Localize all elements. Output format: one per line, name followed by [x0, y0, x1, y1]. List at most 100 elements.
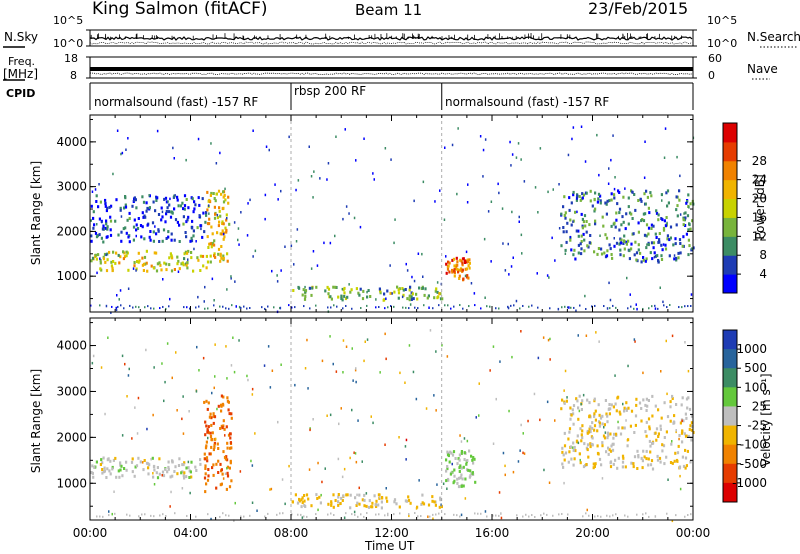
noise-cell: [142, 461, 144, 464]
noise-cell: [146, 427, 148, 431]
ground-cell: [288, 304, 290, 307]
ground-cell: [417, 515, 419, 518]
noise-cell: [490, 260, 492, 263]
data-cell: [577, 417, 580, 421]
colorbar-swatch: [723, 160, 737, 181]
data-cell: [460, 268, 463, 272]
data-cell: [183, 204, 187, 208]
data-cell: [218, 209, 221, 213]
ground-cell: [117, 305, 119, 308]
data-cell: [598, 421, 601, 425]
noise-cell: [230, 275, 232, 278]
data-cell: [156, 262, 159, 266]
noise-cell: [466, 201, 469, 204]
data-cell: [451, 453, 455, 457]
data-cell: [109, 215, 112, 219]
data-cell: [473, 457, 476, 461]
data-cell: [566, 221, 569, 225]
data-cell: [183, 207, 186, 211]
data-cell: [327, 287, 331, 291]
data-cell: [471, 458, 474, 462]
data-cell: [594, 219, 597, 223]
data-cell: [671, 394, 674, 398]
noise-cell: [405, 262, 407, 266]
noise-cell: [421, 252, 423, 256]
colorbar-swatch: [723, 179, 737, 200]
data-cell: [226, 441, 229, 445]
data-cell: [139, 224, 143, 227]
colorbar-tick-label: 12: [752, 229, 767, 243]
data-cell: [687, 193, 690, 197]
noise-cell: [112, 172, 114, 176]
noise-cell: [293, 263, 295, 266]
colorbar-swatch: [723, 255, 737, 275]
data-cell: [607, 433, 610, 437]
data-cell: [460, 473, 463, 477]
data-cell: [101, 471, 104, 475]
data-cell: [212, 463, 215, 467]
noise-cell: [520, 330, 522, 333]
data-cell: [614, 225, 617, 229]
noise-cell: [644, 140, 646, 143]
data-cell: [652, 241, 656, 245]
colorbar-swatch: [723, 482, 737, 503]
data-cell: [357, 291, 360, 295]
data-cell: [302, 288, 305, 292]
data-cell: [349, 290, 352, 294]
data-cell: [628, 211, 632, 215]
noise-cell: [510, 265, 513, 268]
data-cell: [650, 227, 653, 230]
data-cell: [660, 193, 663, 197]
ground-cell: [333, 514, 335, 517]
data-cell: [146, 206, 149, 210]
noise-cell: [443, 218, 446, 221]
ground-cell: [315, 304, 317, 307]
data-cell: [564, 248, 567, 252]
noise-cell: [364, 340, 366, 343]
data-cell: [205, 399, 208, 403]
data-cell: [99, 259, 102, 263]
data-cell: [593, 414, 596, 418]
noise-cell: [164, 380, 166, 384]
ground-cell: [603, 305, 605, 308]
noise-cell: [91, 190, 94, 193]
data-cell: [610, 444, 613, 448]
noise-cell: [353, 216, 356, 220]
noise-cell: [564, 252, 567, 255]
ground-cell: [99, 515, 101, 518]
data-cell: [577, 406, 580, 410]
noise-cell: [174, 194, 176, 197]
data-cell: [426, 296, 429, 300]
data-cell: [205, 440, 208, 444]
data-cell: [120, 230, 123, 234]
data-cell: [458, 277, 461, 280]
colorbar-tick-label: 25: [752, 399, 767, 413]
data-cell: [621, 454, 625, 458]
noise-cell: [145, 348, 147, 352]
data-cell: [212, 192, 215, 195]
ground-cell: [231, 304, 233, 307]
data-cell: [204, 446, 208, 450]
data-cell: [466, 274, 469, 278]
data-cell: [572, 193, 575, 197]
data-cell: [445, 262, 448, 266]
data-cell: [660, 258, 664, 261]
data-cell: [690, 438, 693, 442]
data-cell: [688, 427, 691, 431]
data-cell: [141, 211, 144, 215]
noise-cell: [234, 501, 236, 505]
data-cell: [160, 206, 163, 210]
data-cell: [683, 218, 686, 222]
data-cell: [112, 458, 115, 462]
data-cell: [155, 269, 159, 273]
data-cell: [673, 414, 676, 418]
data-cell: [94, 231, 98, 235]
noise-cell: [517, 142, 520, 145]
data-cell: [686, 449, 689, 453]
data-cell: [447, 264, 450, 268]
data-cell: [406, 499, 409, 503]
noise-cell: [153, 366, 155, 369]
data-cell: [560, 407, 563, 411]
data-cell: [644, 403, 647, 407]
data-cell: [178, 267, 181, 271]
